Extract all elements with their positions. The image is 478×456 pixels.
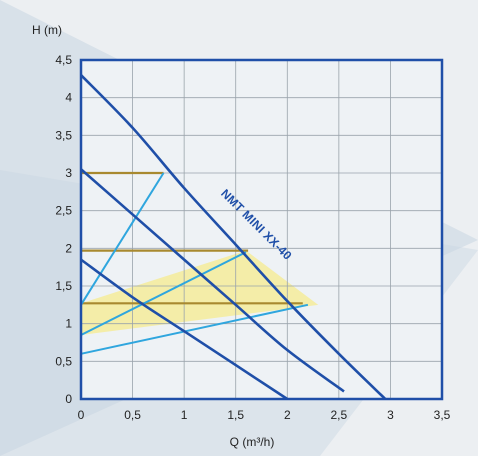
y-tick-label: 4: [65, 91, 72, 105]
plot-background: [81, 60, 442, 399]
frame-rect: [79, 58, 444, 401]
pump-curves: [80, 74, 387, 401]
x-tick-labels: 0 0,5 1 1,5 2 2,5 3 3,5: [78, 408, 451, 422]
setpoint-lines: [81, 171, 303, 305]
y-tick-labels: 0 0,5 1 1,5 2 2,5 3 3,5 4 4,5: [55, 53, 72, 406]
x-tick-label: 3: [387, 408, 394, 422]
x-tick-label: 2: [284, 408, 291, 422]
x-axis-title: Q (m³/h): [230, 435, 275, 449]
y-tick-label: 3,5: [55, 128, 72, 142]
pump-curve: [80, 74, 387, 400]
pump-curve: [80, 168, 345, 393]
constant-pressure-line: [80, 303, 309, 355]
y-tick-label: 2,5: [55, 204, 72, 218]
x-tick-label: 3,5: [434, 408, 451, 422]
y-tick-label: 3: [65, 166, 72, 180]
plot-frame: [79, 58, 444, 401]
pump-curve: [80, 258, 289, 401]
y-tick-label: 2: [65, 241, 72, 255]
y-tick-label: 0: [65, 392, 72, 406]
x-tick-label: 0,5: [124, 408, 141, 422]
plot-area: [81, 60, 442, 399]
y-tick-label: 0,5: [55, 354, 72, 368]
y-tick-label: 1,5: [55, 279, 72, 293]
x-tick-label: 2,5: [331, 408, 348, 422]
constant-pressure-lines: [80, 172, 309, 355]
y-tick-label: 1: [65, 317, 72, 331]
y-axis-title: H (m): [32, 23, 62, 37]
x-tick-label: 1: [181, 408, 188, 422]
y-tick-label: 4,5: [55, 53, 72, 67]
constant-pressure-line: [80, 172, 165, 306]
x-tick-label: 1,5: [227, 408, 244, 422]
constant-pressure-line: [80, 251, 247, 336]
x-tick-label: 0: [78, 408, 85, 422]
